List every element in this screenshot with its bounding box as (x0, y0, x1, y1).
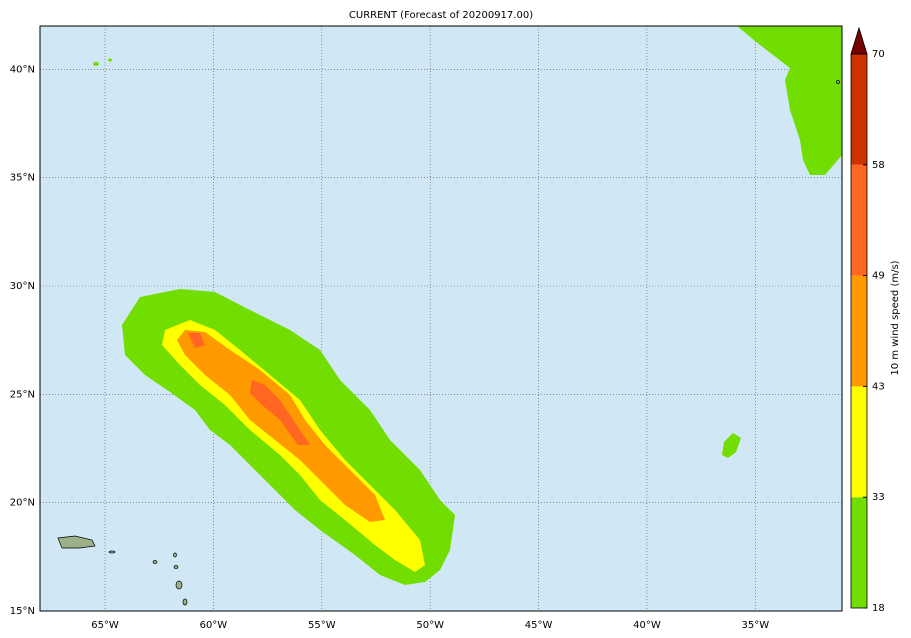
island (108, 550, 116, 554)
x-tick-label: 45°W (525, 620, 553, 631)
colorbar-segment (851, 497, 867, 608)
colorbar-segment (851, 54, 867, 165)
map-title: CURRENT (Forecast of 20200917.00) (349, 10, 533, 21)
contour-49 (188, 333, 205, 348)
colorbar-segment (851, 275, 867, 387)
colorbar-label: 10 m wind speed (m/s) (890, 260, 901, 375)
island (173, 552, 177, 558)
contour-49 (250, 380, 310, 445)
contour-18 (93, 62, 99, 66)
x-tick-label: 55°W (308, 620, 336, 631)
colorbar-tick-label: 33 (872, 492, 885, 503)
contour-18 (108, 58, 112, 62)
y-tick-label: 30°N (10, 281, 35, 292)
colorbar-extend (850, 26, 868, 55)
y-tick-label: 35°N (10, 173, 35, 184)
y-tick-label: 25°N (10, 389, 35, 400)
contour-18 (737, 26, 842, 175)
y-tick-label: 40°N (10, 64, 35, 75)
colorbar-segment (851, 164, 867, 276)
wind-contours (93, 26, 842, 585)
island (57, 535, 96, 549)
colorbar-tick-label: 70 (872, 49, 885, 60)
island (152, 560, 158, 564)
y-tick-label: 20°N (10, 498, 35, 509)
colorbar-tick-label: 58 (872, 160, 885, 171)
colorbar-tick-label: 18 (872, 603, 885, 614)
colorbar-segment (851, 386, 867, 498)
plot-frame (39, 25, 843, 612)
island (173, 565, 179, 569)
contour-18 (722, 433, 741, 458)
y-tick-label: 15°N (10, 606, 35, 617)
coastlines (57, 80, 840, 606)
x-tick-label: 35°W (741, 620, 769, 631)
x-tick-label: 40°W (633, 620, 661, 631)
colorbar-frame (850, 53, 868, 609)
x-tick-label: 65°W (91, 620, 119, 631)
x-tick-label: 50°W (416, 620, 444, 631)
island (182, 598, 188, 606)
x-tick-label: 60°W (200, 620, 228, 631)
colorbar: 18 33 43 49 58 70 (850, 26, 885, 614)
contour-43 (177, 330, 385, 522)
island (175, 580, 183, 590)
island (836, 80, 840, 84)
colorbar-tick-label: 43 (872, 381, 885, 392)
colorbar-tick-label: 49 (872, 271, 885, 282)
